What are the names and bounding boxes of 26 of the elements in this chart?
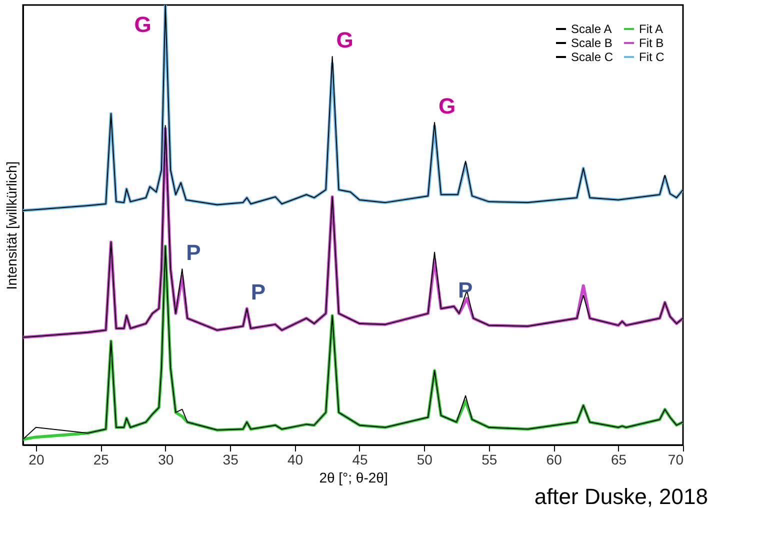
- legend-label: Fit C: [639, 50, 665, 64]
- annotation: G: [336, 27, 354, 52]
- text: after Duske, 2018: [534, 484, 708, 509]
- y-axis-title: Intensität [willkürlich]: [4, 161, 20, 290]
- x-tick-label: 40: [287, 452, 304, 468]
- x-tick-label: 55: [482, 452, 498, 468]
- x-tick-label: 50: [416, 452, 433, 468]
- annotation: G: [438, 93, 456, 118]
- x-tick-label: 70: [668, 452, 684, 468]
- x-tick-label: 20: [28, 452, 44, 468]
- x-tick-label: 35: [222, 452, 239, 468]
- annotation: G: [134, 12, 152, 37]
- legend-label: Fit A: [639, 22, 664, 36]
- legend-label: Scale A: [571, 22, 612, 36]
- x-tick-label: 30: [158, 452, 174, 468]
- x-tick-label: 45: [352, 452, 368, 468]
- x-tick-label: 25: [93, 452, 110, 468]
- x-tick-label: 65: [611, 452, 627, 468]
- x-axis-title: 2θ [°; θ-2θ]: [319, 470, 388, 486]
- x-tick-label: 60: [546, 452, 562, 468]
- annotation: P: [458, 277, 473, 302]
- legend-label: Scale B: [571, 36, 612, 50]
- annotation: P: [250, 280, 266, 305]
- legend-label: Scale C: [571, 50, 614, 64]
- annotation: P: [186, 240, 201, 265]
- legend-label: Fit B: [639, 36, 664, 50]
